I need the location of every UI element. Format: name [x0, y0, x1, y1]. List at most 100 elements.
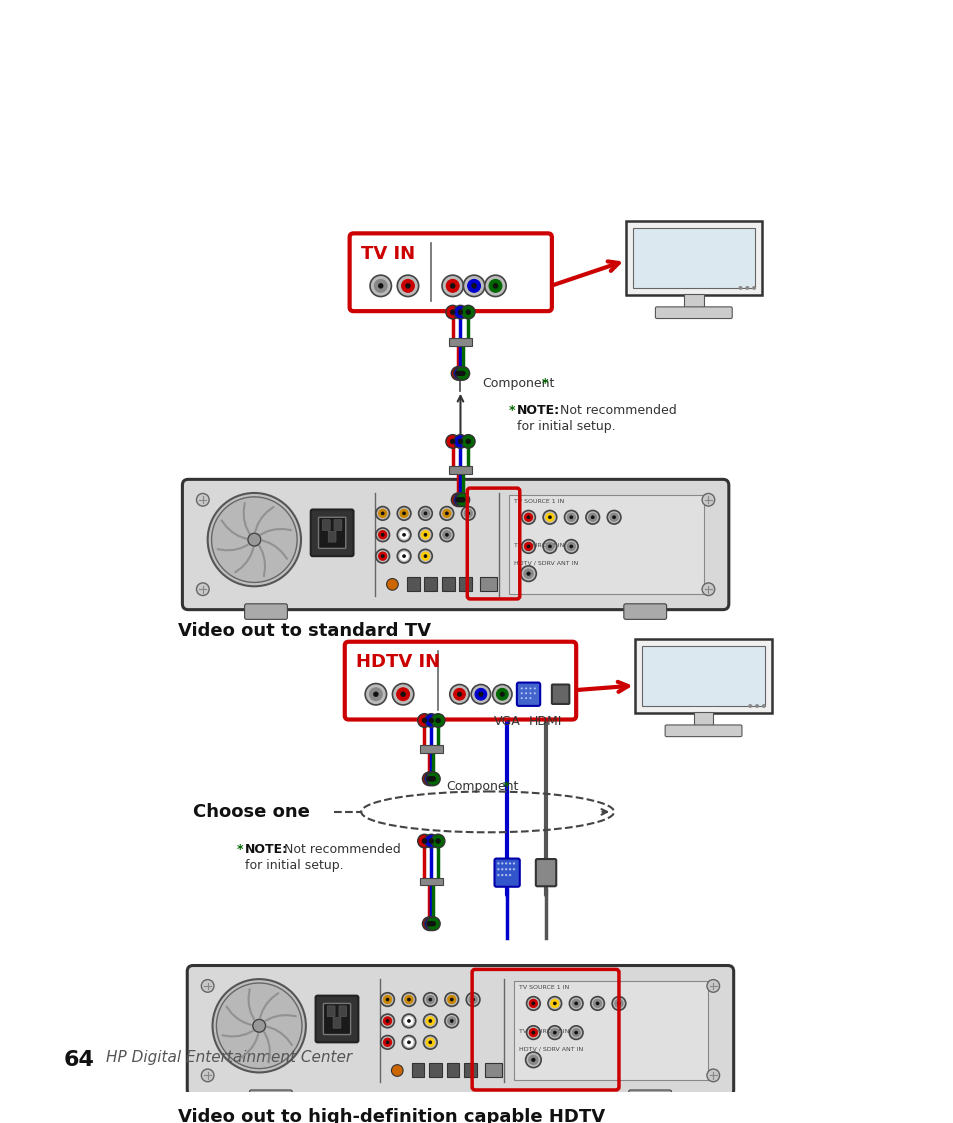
- Bar: [509, 495, 702, 594]
- Circle shape: [596, 1002, 598, 1005]
- Circle shape: [407, 1020, 410, 1022]
- Circle shape: [550, 999, 558, 1007]
- FancyBboxPatch shape: [311, 510, 354, 556]
- FancyBboxPatch shape: [315, 996, 358, 1042]
- Circle shape: [381, 555, 384, 558]
- Text: Component: Component: [445, 780, 517, 794]
- Text: Choose one: Choose one: [193, 803, 310, 821]
- Text: TV SOURCE 1 IN: TV SOURCE 1 IN: [514, 499, 563, 504]
- Circle shape: [447, 995, 456, 1004]
- Text: *: *: [509, 404, 515, 418]
- Circle shape: [553, 1002, 556, 1005]
- Circle shape: [454, 366, 467, 381]
- Circle shape: [399, 553, 408, 560]
- Circle shape: [431, 776, 436, 782]
- Circle shape: [547, 1025, 561, 1040]
- Text: HDMI: HDMI: [528, 715, 561, 729]
- Circle shape: [526, 572, 530, 575]
- Bar: [412, 1062, 424, 1077]
- Circle shape: [617, 1002, 619, 1005]
- Circle shape: [454, 493, 467, 506]
- Circle shape: [612, 996, 625, 1011]
- Circle shape: [446, 280, 458, 292]
- Circle shape: [374, 692, 377, 696]
- Circle shape: [401, 280, 414, 292]
- Text: TV SOURCE 2 IN: TV SOURCE 2 IN: [518, 1029, 569, 1033]
- FancyBboxPatch shape: [187, 966, 733, 1096]
- Text: TV IN: TV IN: [361, 245, 415, 263]
- Circle shape: [450, 998, 453, 1001]
- Circle shape: [208, 493, 301, 586]
- FancyBboxPatch shape: [182, 480, 728, 610]
- Circle shape: [426, 1039, 434, 1047]
- Circle shape: [738, 286, 741, 290]
- Circle shape: [386, 1020, 389, 1022]
- Circle shape: [381, 512, 384, 514]
- Circle shape: [524, 542, 532, 550]
- Circle shape: [508, 874, 511, 876]
- Circle shape: [417, 834, 431, 848]
- Circle shape: [504, 868, 507, 870]
- Circle shape: [429, 1020, 432, 1022]
- Circle shape: [418, 506, 432, 520]
- Circle shape: [497, 868, 499, 870]
- Circle shape: [591, 515, 594, 519]
- Circle shape: [548, 545, 551, 548]
- Circle shape: [454, 688, 465, 700]
- Circle shape: [465, 439, 470, 444]
- FancyBboxPatch shape: [628, 1090, 671, 1105]
- Text: VGA: VGA: [494, 715, 520, 729]
- FancyBboxPatch shape: [344, 641, 576, 720]
- Circle shape: [553, 1031, 556, 1034]
- Circle shape: [500, 862, 503, 865]
- Text: 64: 64: [64, 1050, 94, 1070]
- Circle shape: [423, 1035, 436, 1049]
- FancyBboxPatch shape: [625, 221, 761, 294]
- Circle shape: [550, 1029, 558, 1037]
- Circle shape: [567, 513, 575, 521]
- Circle shape: [378, 283, 383, 289]
- Text: Not recommended: Not recommended: [556, 404, 676, 418]
- Circle shape: [424, 916, 437, 931]
- Circle shape: [478, 692, 482, 696]
- Circle shape: [378, 553, 386, 560]
- Circle shape: [504, 874, 507, 876]
- Circle shape: [402, 512, 405, 514]
- Circle shape: [421, 718, 426, 723]
- Circle shape: [431, 834, 444, 848]
- Circle shape: [365, 684, 386, 705]
- Circle shape: [524, 692, 526, 694]
- Circle shape: [545, 513, 554, 521]
- Circle shape: [449, 685, 469, 704]
- Circle shape: [400, 692, 405, 696]
- Circle shape: [500, 874, 503, 876]
- FancyBboxPatch shape: [635, 639, 771, 713]
- Bar: [407, 576, 419, 591]
- Bar: [448, 338, 472, 346]
- Circle shape: [201, 979, 213, 993]
- Circle shape: [456, 692, 461, 696]
- Circle shape: [421, 531, 429, 539]
- Circle shape: [402, 1014, 416, 1028]
- Circle shape: [706, 979, 719, 993]
- Circle shape: [569, 545, 572, 548]
- Circle shape: [418, 528, 432, 541]
- Circle shape: [426, 1016, 434, 1025]
- FancyBboxPatch shape: [328, 531, 335, 542]
- Text: *: *: [501, 780, 508, 794]
- Text: Video out to high-definition capable HDTV: Video out to high-definition capable HDT…: [178, 1108, 605, 1123]
- Text: for initial setup.: for initial setup.: [244, 859, 343, 871]
- Circle shape: [383, 1039, 392, 1047]
- Circle shape: [450, 1020, 453, 1022]
- Circle shape: [383, 1016, 392, 1025]
- Circle shape: [436, 839, 440, 843]
- Circle shape: [424, 714, 437, 728]
- Circle shape: [467, 280, 480, 292]
- Circle shape: [396, 687, 409, 701]
- Circle shape: [216, 983, 302, 1069]
- Circle shape: [520, 697, 522, 700]
- Circle shape: [444, 993, 458, 1006]
- FancyBboxPatch shape: [494, 859, 519, 887]
- Circle shape: [436, 718, 440, 723]
- Circle shape: [422, 772, 436, 786]
